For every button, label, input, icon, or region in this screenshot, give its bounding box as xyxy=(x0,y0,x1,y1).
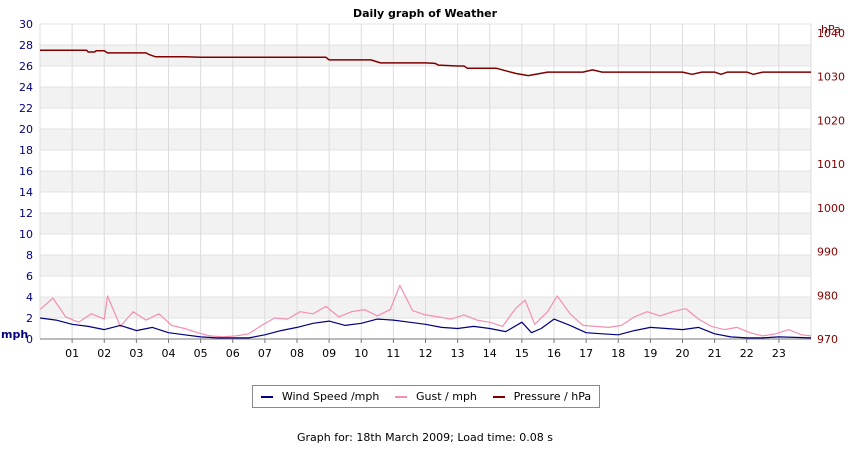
x-ticks: 01 02 03 04 05 06 07 08 09 10 11 12 13 14 15 16 17 18 19 20… xyxy=(65,339,786,360)
legend-swatch-wind-speed xyxy=(260,395,273,398)
y-left-tick-12: 24 xyxy=(19,81,33,94)
series-line-2 xyxy=(40,49,811,77)
y-right-tick-3: 1000 xyxy=(817,202,845,215)
x-tick-label-0: 01 xyxy=(65,347,79,360)
y-left-tick-10: 20 xyxy=(19,123,33,136)
x-tick-label-17: 18 xyxy=(611,347,625,360)
y-right-tick-1: 980 xyxy=(817,289,838,302)
legend-swatch-pressure xyxy=(492,395,505,398)
y-left-tick-9: 18 xyxy=(19,144,33,157)
x-tick-label-9: 10 xyxy=(354,347,368,360)
legend-label-wind-speed: Wind Speed /mph xyxy=(281,390,380,403)
y-left-tick-8: 16 xyxy=(19,165,33,178)
x-tick-label-2: 03 xyxy=(129,347,143,360)
y-right-ticks: 970 980 990 1000 1010 1020 1030 1040 xyxy=(817,27,845,346)
legend: Wind Speed /mph Gust / mph Pressure / hP… xyxy=(252,385,600,408)
y-left-tick-11: 22 xyxy=(19,102,33,115)
x-tick-label-16: 17 xyxy=(579,347,593,360)
y-right-tick-4: 1010 xyxy=(817,158,845,171)
y-right-tick-6: 1030 xyxy=(817,71,845,84)
x-tick-label-4: 05 xyxy=(194,347,208,360)
series-line-0 xyxy=(39,317,812,339)
y-right-tick-2: 990 xyxy=(817,246,838,259)
y-right-tick-5: 1020 xyxy=(817,114,845,127)
y-right-tick-7: 1040 xyxy=(817,27,845,40)
x-tick-label-11: 12 xyxy=(419,347,433,360)
legend-item-pressure: Pressure / hPa xyxy=(492,390,592,403)
x-tick-label-1: 02 xyxy=(97,347,111,360)
y-left-tick-13: 26 xyxy=(19,60,33,73)
y-right-unit: hPa xyxy=(821,23,841,36)
x-tick-label-19: 20 xyxy=(676,347,690,360)
x-tick-label-21: 22 xyxy=(740,347,754,360)
y-left-tick-3: 6 xyxy=(26,270,33,283)
y-left-tick-6: 12 xyxy=(19,207,33,220)
y-left-tick-0: 0 xyxy=(26,333,33,346)
legend-item-wind-speed: Wind Speed /mph xyxy=(260,390,380,403)
chart-title: Daily graph of Weather xyxy=(353,7,498,20)
x-tick-label-18: 19 xyxy=(643,347,657,360)
y-left-tick-15: 30 xyxy=(19,18,33,31)
x-tick-label-15: 16 xyxy=(547,347,561,360)
x-tick-label-14: 15 xyxy=(515,347,529,360)
x-tick-label-5: 06 xyxy=(226,347,240,360)
legend-swatch-gust xyxy=(395,395,407,398)
x-tick-label-12: 13 xyxy=(451,347,465,360)
legend-label-pressure: Pressure / hPa xyxy=(513,390,592,403)
x-tick-label-8: 09 xyxy=(322,347,336,360)
y-left-tick-5: 10 xyxy=(19,228,33,241)
x-tick-label-13: 14 xyxy=(483,347,497,360)
x-tick-label-7: 08 xyxy=(290,347,304,360)
y-left-tick-1: 2 xyxy=(26,312,33,325)
y-left-tick-4: 8 xyxy=(26,249,33,262)
y-left-tick-2: 4 xyxy=(26,291,33,304)
series-line-1 xyxy=(39,284,812,338)
footer-text: Graph for: 18th March 2009; Load time: 0… xyxy=(296,431,554,444)
series-layer xyxy=(39,49,812,339)
x-tick-label-22: 23 xyxy=(772,347,786,360)
y-right-tick-0: 970 xyxy=(817,333,838,346)
grid-lines xyxy=(39,23,812,340)
y-left-tick-14: 28 xyxy=(19,39,33,52)
y-left-tick-7: 14 xyxy=(19,186,33,199)
legend-label-gust: Gust / mph xyxy=(416,390,477,403)
x-tick-label-10: 11 xyxy=(386,347,400,360)
x-tick-label-20: 21 xyxy=(708,347,722,360)
x-tick-label-3: 04 xyxy=(162,347,176,360)
x-tick-label-6: 07 xyxy=(258,347,272,360)
legend-item-gust: Gust / mph xyxy=(395,390,477,403)
y-left-unit: mph xyxy=(1,328,28,341)
